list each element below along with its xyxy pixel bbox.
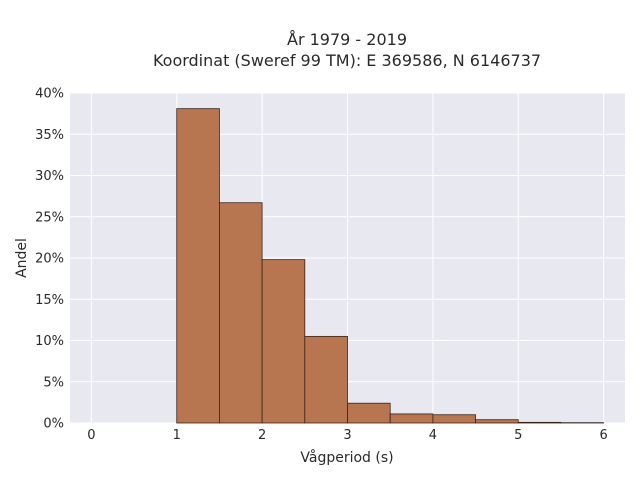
histogram-bar: [176, 108, 220, 424]
x-axis-ticks: 0 1 2 3 4 5 6: [87, 428, 608, 443]
chart-title-line-1: År 1979 - 2019: [287, 30, 407, 49]
y-tick-label: 35%: [35, 128, 64, 143]
y-axis-label: Andel: [14, 238, 30, 278]
histogram-bar: [475, 419, 519, 424]
histogram-bar: [389, 413, 434, 424]
x-axis-label: Vågperiod (s): [300, 449, 393, 466]
y-tick-label: 0%: [43, 417, 64, 432]
x-tick-label: 1: [173, 428, 181, 443]
y-tick-label: 30%: [35, 169, 64, 184]
x-tick-label: 2: [258, 428, 266, 443]
chart-title-line-2: Koordinat (Sweref 99 TM): E 369586, N 61…: [153, 51, 541, 70]
x-tick-label: 3: [343, 428, 351, 443]
bars: [176, 108, 605, 424]
x-tick-label: 5: [514, 428, 522, 443]
y-tick-label: 5%: [43, 375, 64, 390]
histogram-bar: [432, 414, 476, 424]
x-tick-label: 4: [429, 428, 437, 443]
x-tick-label: 0: [87, 428, 95, 443]
histogram-bar: [347, 402, 391, 424]
y-tick-label: 20%: [35, 252, 64, 267]
y-tick-label: 15%: [35, 293, 64, 308]
y-tick-label: 10%: [35, 334, 64, 349]
y-tick-label: 25%: [35, 210, 64, 225]
histogram-bar: [219, 202, 263, 424]
histogram-bar: [261, 259, 306, 424]
histogram-bar: [517, 421, 562, 424]
histogram-bar: [304, 335, 348, 424]
y-axis-ticks: 0% 5% 10% 15% 20% 25% 30% 35% 40%: [35, 87, 64, 432]
chart-title: År 1979 - 2019 Koordinat (Sweref 99 TM):…: [153, 30, 541, 70]
x-tick-label: 6: [600, 428, 608, 443]
y-tick-label: 40%: [35, 87, 64, 102]
